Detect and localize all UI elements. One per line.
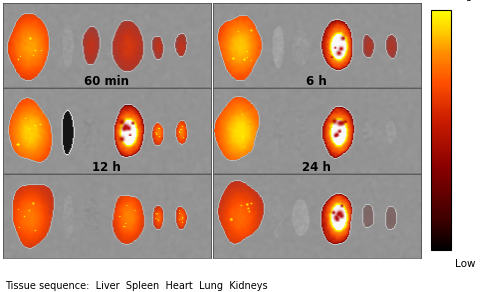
Text: Low: Low bbox=[455, 259, 475, 269]
Title: 30 min: 30 min bbox=[294, 0, 339, 3]
Title: 24 h: 24 h bbox=[302, 161, 331, 174]
Title: 60 min: 60 min bbox=[84, 75, 129, 88]
Title: 12 h: 12 h bbox=[92, 161, 121, 174]
Text: High: High bbox=[455, 0, 479, 1]
Title: 6 h: 6 h bbox=[306, 75, 327, 88]
Title: 10 min: 10 min bbox=[84, 0, 129, 3]
Text: Tissue sequence:  Liver  Spleen  Heart  Lung  Kidneys: Tissue sequence: Liver Spleen Heart Lung… bbox=[5, 281, 268, 291]
